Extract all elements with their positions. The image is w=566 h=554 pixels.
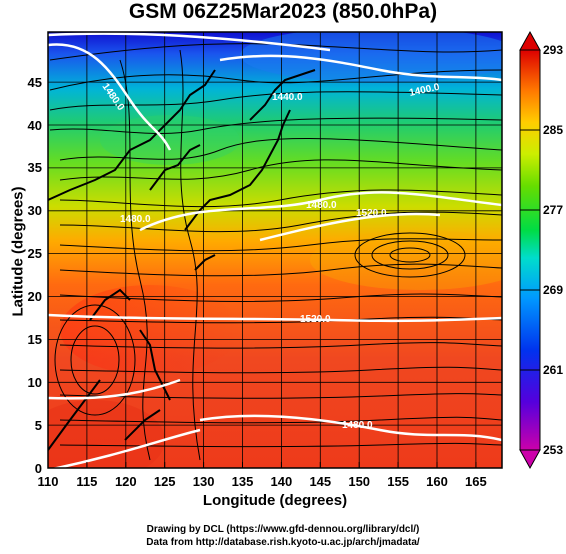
map-title: GSM 06Z25Mar2023 (850.0hPa): [128, 0, 438, 23]
coastlines: [48, 69, 316, 451]
colorbar: 253 261 269 277 285 293: [519, 30, 563, 470]
x-tick-label: 145: [309, 474, 331, 489]
colorbar-tick-label: 285: [543, 123, 563, 137]
x-tick-label: 135: [232, 474, 254, 489]
colorbar-tick-label: 253: [543, 443, 563, 457]
x-tick-label: 110: [38, 474, 59, 489]
x-tick-label: 115: [76, 474, 97, 489]
y-tick-label: 30: [28, 203, 42, 218]
x-axis-labels: 110 115 120 125 130 135 140 145 150 155 …: [38, 474, 487, 489]
y-tick-label: 10: [28, 375, 42, 390]
height-contours: [48, 32, 502, 468]
x-tick-label: 120: [115, 474, 137, 489]
wind-streamlines: [49, 43, 502, 461]
x-tick-label: 150: [348, 474, 370, 489]
y-tick-label: 5: [35, 418, 42, 433]
colorbar-max-arrow: [519, 30, 541, 51]
y-axis-title: Latitude (degrees): [9, 186, 27, 317]
contour-label: 1520.0: [300, 314, 331, 325]
y-tick-label: 25: [28, 246, 42, 261]
y-axis-labels: 0 5 10 15 20 25 30 35 40 45: [28, 75, 42, 476]
contour-label: 1480.0: [306, 200, 337, 211]
colorbar-body: [519, 49, 541, 451]
colorbar-tick-label: 293: [543, 43, 563, 57]
credit-data-source: Data from http://database.rish.kyoto-u.a…: [146, 537, 420, 548]
x-tick-label: 165: [465, 474, 487, 489]
y-tick-label: 40: [28, 118, 42, 133]
x-axis-title: Longitude (degrees): [202, 492, 348, 509]
y-tick-label: 20: [28, 289, 42, 304]
x-tick-label: 125: [154, 474, 176, 489]
y-tick-label: 35: [28, 160, 42, 175]
contour-label: 1440.0: [272, 92, 303, 103]
colorbar-tick-label: 269: [543, 283, 563, 297]
colorbar-tick-label: 277: [543, 203, 563, 217]
plot-frame: [47, 31, 503, 469]
x-tick-label: 155: [387, 474, 409, 489]
x-tick-label: 160: [426, 474, 448, 489]
x-tick-label: 140: [271, 474, 293, 489]
colorbar-min-arrow: [519, 449, 541, 470]
x-axis-ticks: [47, 462, 477, 468]
colorbar-tick-label: 261: [543, 363, 563, 377]
contour-label: 1480.0: [120, 214, 151, 225]
y-tick-label: 0: [35, 461, 42, 476]
contour-label: 1520.0: [356, 208, 387, 219]
y-tick-label: 45: [28, 75, 42, 90]
contour-label: 1480.0: [342, 420, 373, 431]
y-tick-label: 15: [28, 332, 42, 347]
credit-drawing: Drawing by DCL (https://www.gfd-dennou.o…: [146, 524, 420, 535]
x-tick-label: 130: [193, 474, 215, 489]
